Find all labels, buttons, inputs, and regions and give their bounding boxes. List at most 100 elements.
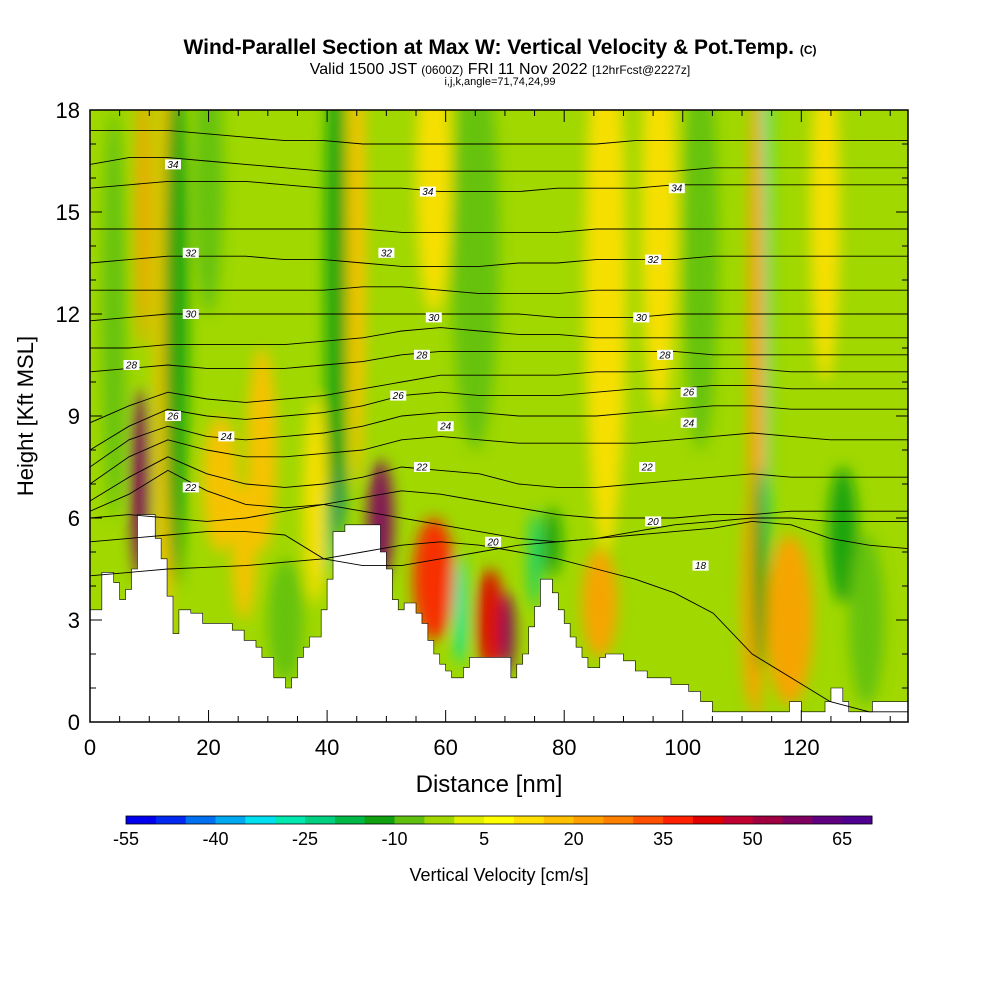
y-tick-label: 9	[68, 404, 80, 429]
y-axis-label: Height [Kft MSL]	[13, 336, 38, 496]
colorbar-swatch	[692, 816, 724, 824]
contour-label-bg-15	[633, 312, 650, 323]
velocity-feature-4	[202, 416, 239, 552]
velocity-feature-18	[528, 511, 541, 607]
theta-contour-14	[90, 228, 908, 233]
theta-contour-10	[90, 327, 908, 349]
contour-label-bg-11	[668, 183, 685, 194]
velocity-feature-35	[810, 110, 840, 382]
contour-label-bg-16	[413, 349, 430, 360]
theta-contour-16	[90, 157, 908, 172]
velocity-feature-20	[581, 548, 618, 658]
contour-label-15: 30	[636, 313, 648, 324]
contour-label-7: 30	[185, 310, 197, 321]
theta-contour-15	[90, 180, 908, 193]
contour-label-bg-3	[182, 482, 199, 493]
contour-label-bg-24	[645, 516, 662, 527]
x-tick-label: 0	[84, 735, 96, 760]
contour-label-5: 26	[166, 412, 179, 423]
colorbar-tick-label: 35	[653, 829, 673, 849]
colorbar: -55 -40 -25 -10 5 20 35 50 65 Vertical Velocity […	[113, 815, 873, 885]
y-tick-label: 6	[68, 506, 80, 531]
colorbar-swatch	[812, 816, 843, 824]
contour-label-bg-14	[425, 312, 442, 323]
colorbar-tick-label: -10	[382, 829, 408, 849]
colorbar-swatch	[633, 816, 664, 824]
theta-contour-12	[90, 286, 908, 295]
contour-label-14: 30	[428, 313, 440, 324]
contour-label-19: 26	[682, 388, 695, 399]
forecast-info: [12hrFcst@2227z]	[591, 63, 691, 77]
colorbar-swatch	[782, 816, 813, 824]
x-tick-label: 100	[664, 735, 701, 760]
y-tick-label: 12	[56, 302, 80, 327]
x-tick-label: 120	[783, 735, 820, 760]
velocity-feature-34	[416, 110, 452, 314]
contour-label-10: 34	[167, 160, 179, 171]
contour-label-16: 28	[415, 350, 428, 361]
valid-time: Valid 1500 JST	[309, 61, 417, 78]
colorbar-swatch	[364, 816, 396, 824]
colorbar-swatch	[305, 816, 336, 824]
x-tick-label: 80	[552, 735, 576, 760]
colorbar-swatch	[454, 816, 485, 824]
velocity-feature-7	[267, 558, 304, 682]
x-tick-label: 60	[433, 735, 457, 760]
theta-contour-5	[90, 432, 908, 485]
colorbar-swatch	[484, 816, 515, 824]
colorbar-swatch	[663, 816, 694, 824]
colorbar-swatch	[245, 816, 276, 824]
contour-label-13: 32	[648, 255, 660, 266]
colorbar-swatch	[513, 816, 545, 824]
contour-label-bg-21	[680, 417, 697, 428]
theta-contours: 1618202224262830323434343232303028282626…	[90, 129, 908, 713]
contour-label-8: 32	[185, 248, 197, 259]
contour-label-bg-19	[680, 387, 697, 398]
plot-axes: 0 20 40 60 80 100 120 0 3 6 9 12 15 18 Distance [nm] He…	[13, 98, 909, 798]
contour-label-3: 22	[184, 483, 197, 494]
velocity-feature-17	[500, 592, 516, 675]
contour-label-bg-18	[390, 390, 407, 401]
velocity-feature-11	[325, 110, 347, 552]
contour-label-1: 18	[695, 561, 707, 572]
theta-contour-9	[90, 350, 908, 373]
velocity-feature-14	[413, 518, 455, 641]
colorbar-tick-label: -25	[292, 829, 318, 849]
contour-label-24: 20	[647, 517, 660, 528]
theta-contour-4	[90, 456, 908, 502]
contour-label-bg-17	[656, 349, 673, 360]
x-tick-label: 20	[196, 735, 220, 760]
velocity-feature-31	[848, 535, 885, 705]
colorbar-tick-label: 50	[743, 829, 763, 849]
contour-label-18: 26	[392, 391, 405, 402]
colorbar-label: Vertical Velocity [cm/s]	[409, 865, 588, 885]
velocity-feature-30	[827, 467, 858, 603]
contour-label-22: 22	[415, 463, 428, 474]
contour-label-bg-9	[419, 186, 436, 197]
velocity-feature-32	[101, 110, 126, 518]
theta-contour-8	[90, 367, 908, 424]
velocity-feature-28	[765, 535, 814, 705]
colorbar-tick-label: 20	[564, 829, 584, 849]
chart-title-text: Wind-Parallel Section at Max W: Vertical…	[183, 36, 794, 59]
x-axis-label: Distance [nm]	[416, 771, 563, 798]
x-tick-label: 40	[315, 735, 339, 760]
grid-indices: i,j,k,angle=71,74,24,99	[444, 76, 556, 88]
contour-label-4: 24	[220, 432, 233, 443]
colorbar-swatch	[394, 816, 425, 824]
colorbar-tick-label: 65	[832, 829, 852, 849]
colorbar-swatch	[573, 816, 604, 824]
velocity-feature-8	[303, 399, 328, 603]
colorbar-swatch	[543, 816, 575, 824]
contour-label-6: 28	[125, 361, 138, 372]
colorbar-swatch	[215, 816, 246, 824]
contour-label-bg-10	[164, 159, 181, 170]
theta-contour-1	[90, 520, 908, 567]
y-tick-label: 0	[68, 710, 80, 735]
theta-contour-7	[90, 384, 908, 451]
contour-label-11: 34	[671, 184, 683, 195]
velocity-feature-24	[682, 110, 719, 450]
theta-contour-2	[90, 503, 908, 543]
theta-contour-17	[90, 129, 908, 145]
